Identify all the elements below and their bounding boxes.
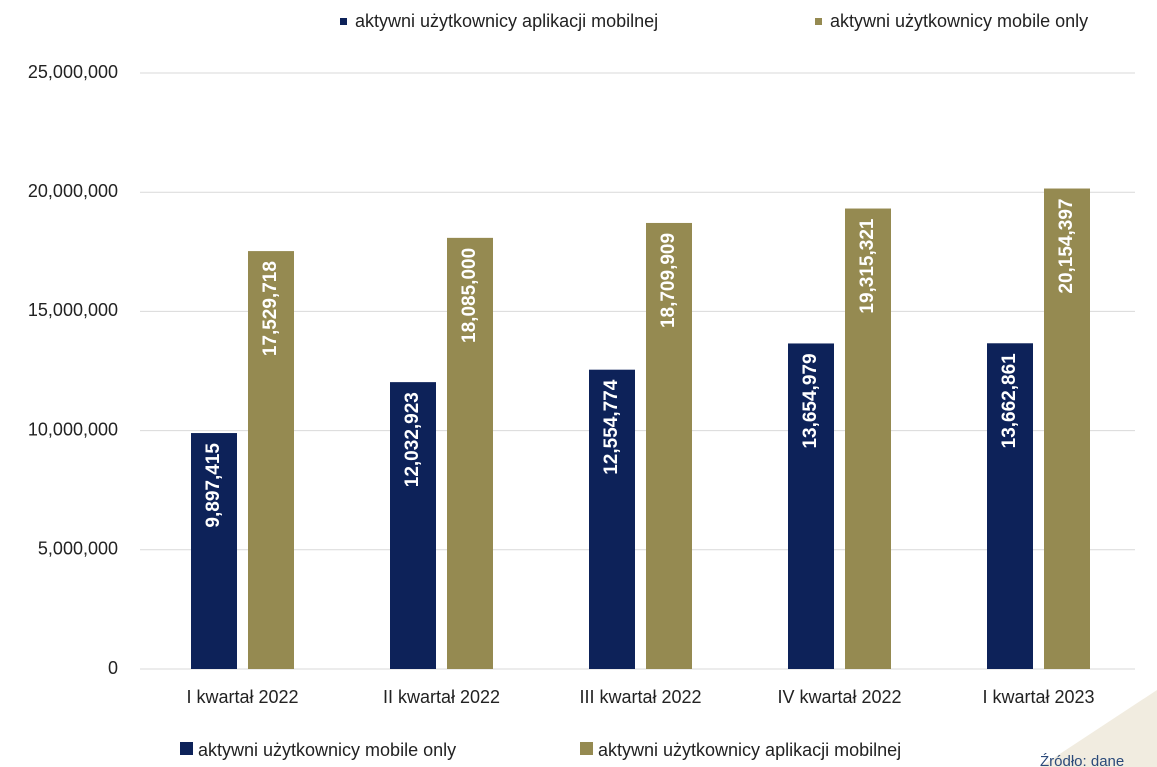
data-label: 9,897,415 <box>203 443 224 528</box>
x-tick-label: III kwartał 2022 <box>579 687 701 707</box>
bar <box>646 222 692 670</box>
data-label: 17,529,718 <box>260 261 281 356</box>
bar <box>390 382 436 669</box>
y-tick-label: 25,000,000 <box>28 62 118 82</box>
decoration <box>1040 690 1157 767</box>
data-label: 20,154,397 <box>1056 199 1077 294</box>
y-tick-label: 15,000,000 <box>28 300 118 320</box>
data-label: 12,554,774 <box>601 379 622 475</box>
source-note: Źródło: dane <box>1040 753 1124 767</box>
bar <box>1044 188 1090 670</box>
legend-swatch <box>815 18 822 25</box>
legend-label: aktywni użytkownicy aplikacji mobilnej <box>598 740 901 760</box>
legend-swatch <box>180 742 193 755</box>
x-tick-label: I kwartał 2022 <box>186 687 298 707</box>
data-label: 13,662,861 <box>999 353 1020 449</box>
x-tick-label: I kwartał 2023 <box>982 687 1094 707</box>
data-label: 18,709,909 <box>658 233 679 328</box>
bar <box>987 343 1033 669</box>
legend-swatch <box>580 742 593 755</box>
legend-swatch <box>340 18 347 25</box>
x-tick-label: II kwartał 2022 <box>383 687 500 707</box>
bar <box>845 208 891 669</box>
bar <box>447 237 493 669</box>
legend-label: aktywni użytkownicy mobile only <box>198 740 456 760</box>
y-tick-label: 20,000,000 <box>28 181 118 201</box>
y-tick-label: 0 <box>108 658 118 678</box>
bar <box>589 369 635 669</box>
data-label: 18,085,000 <box>459 248 480 343</box>
bar <box>788 343 834 669</box>
data-label: 19,315,321 <box>857 218 878 314</box>
legend-label: aktywni użytkownicy mobile only <box>830 11 1088 31</box>
data-label: 13,654,979 <box>800 353 821 448</box>
y-tick-label: 5,000,000 <box>38 539 118 559</box>
bar <box>248 251 294 669</box>
y-tick-label: 10,000,000 <box>28 419 118 439</box>
legend-label: aktywni użytkownicy aplikacji mobilnej <box>355 11 658 31</box>
data-label: 12,032,923 <box>402 392 423 487</box>
bar <box>191 433 237 669</box>
x-tick-label: IV kwartał 2022 <box>777 687 901 707</box>
